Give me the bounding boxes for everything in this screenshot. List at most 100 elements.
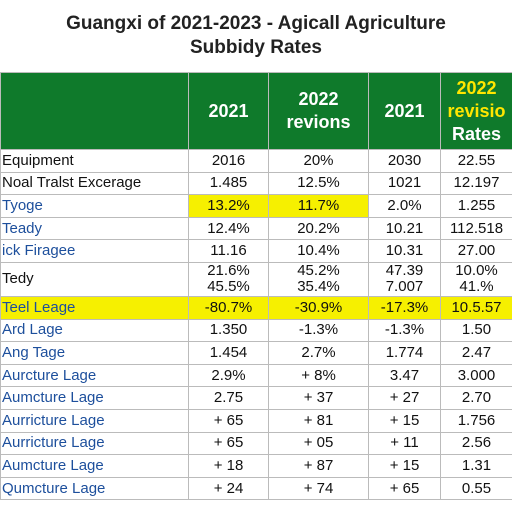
table-row: Tedy 21.6% 45.5% 45.2% 35.4% 47.39 7.007 10.0% 4… [0,261,512,297]
column-header [0,72,189,150]
cell: 10.0% 41.% [440,261,512,297]
cell: 1.756 [440,408,512,433]
cell: 0.55 [440,476,512,501]
row-label: Aumcture Lage [0,386,189,410]
header-row: 2021 2022 revions 2021 2022 revisio Rates [0,72,512,150]
cell: + 24 [188,476,269,501]
text-line: 21.6% [207,262,250,280]
cell: + 65 [188,408,269,433]
cell: 2016 [188,149,269,173]
cell: 2.70 [440,386,512,410]
text-line: 2021 [208,100,249,121]
cell: -30.9% [268,295,369,320]
table-row: Ard Lage 1.350 -1.3% -1.3% 1.50 [0,318,512,343]
cell: 1.31 [440,454,512,478]
table-row: Aumcture Lage + 18 + 87 + 15 1.31 [0,454,512,478]
table-row: Qumcture Lage + 24 + 74 + 65 0.55 [0,476,512,501]
cell: + 74 [268,476,369,501]
row-label: ick Firagee [0,239,189,263]
cell: -17.3% [368,295,441,320]
cell: 10.21 [368,216,441,241]
text-line: 2022 [456,77,497,98]
row-label: Aurricture Lage [0,431,189,456]
row-label: Teady [0,216,189,241]
table-row: Teady 12.4% 20.2% 10.21 112.518 [0,216,512,241]
table-row: Equipment 2016 20% 2030 22.55 [0,149,512,173]
title: Guangxi of 2021-2023 - Agicall Agricultu… [0,0,512,72]
cell: 2.9% [188,363,269,388]
cell: 2.56 [440,431,512,456]
row-label: Tedy [0,261,189,297]
table-row: Aurcture Lage 2.9% + 8% 3.47 3.000 [0,363,512,388]
row-label: Qumcture Lage [0,476,189,501]
row-label: Aurcture Lage [0,363,189,388]
table-row: Aumcture Lage 2.75 + 37 + 27 2.70 [0,386,512,410]
table-row: Tyoge 13.2% 11.7% 2.0% 1.255 [0,194,512,218]
table-row: Noal Tralst Excerage 1.485 12.5% 1021 12.197 [0,171,512,196]
text-line: 45.2% [297,262,340,280]
table-row: Aurricture Lage + 65 + 05 + 11 2.56 [0,431,512,456]
cell: + 87 [268,454,369,478]
text-line: 41.% [459,278,494,296]
cell: 12.5% [268,171,369,196]
cell: 1.454 [188,341,269,365]
column-header: 2021 [368,72,441,150]
cell: 1.485 [188,171,269,196]
cell: 2.7% [268,341,369,365]
cell: + 18 [188,454,269,478]
cell: -80.7% [188,295,269,320]
cell: 10.5.57 [440,295,512,320]
row-label: Ang Tage [0,341,189,365]
table-row: Aurricture Lage + 65 + 81 + 15 1.756 [0,408,512,433]
cell: + 05 [268,431,369,456]
cell: 10.4% [268,239,369,263]
row-label: Noal Tralst Excerage [0,171,189,196]
text-line: 45.5% [207,278,250,296]
cell: 2.47 [440,341,512,365]
cell: + 11 [368,431,441,456]
cell: + 37 [268,386,369,410]
cell: 27.00 [440,239,512,263]
subsidy-table: 2021 2022 revions 2021 2022 revisio Rates Equi… [0,72,512,501]
cell: 3.47 [368,363,441,388]
cell: 12.197 [440,171,512,196]
cell: 1.350 [188,318,269,343]
table-row: ick Firagee 11.16 10.4% 10.31 27.00 [0,239,512,263]
row-label: Teel Leage [0,295,189,320]
text-line: 35.4% [297,278,340,296]
column-header: 2022 revions [268,72,369,150]
cell: + 65 [368,476,441,501]
cell: 3.000 [440,363,512,388]
column-header: 2021 [188,72,269,150]
text-line: Rates [451,123,502,144]
cell: 1.774 [368,341,441,365]
text-line: revions [286,112,351,132]
cell: 1.255 [440,194,512,218]
cell: 2.0% [368,194,441,218]
cell: 22.55 [440,149,512,173]
cell: -1.3% [268,318,369,343]
cell: + 65 [188,431,269,456]
row-label: Ard Lage [0,318,189,343]
cell: 45.2% 35.4% [268,261,369,297]
cell: + 81 [268,408,369,433]
cell: 1.50 [440,318,512,343]
text-line: 10.0% [455,262,498,280]
cell: 20% [268,149,369,173]
cell: 47.39 7.007 [368,261,441,297]
text-line: Guangxi of 2021-2023 - Agicall Agricultu… [66,13,446,34]
table-row: Teel Leage -80.7% -30.9% -17.3% 10.5.57 [0,295,512,320]
cell: + 15 [368,454,441,478]
cell: + 8% [268,363,369,388]
row-label: Aumcture Lage [0,454,189,478]
row-label: Tyoge [0,194,189,218]
cell: 1021 [368,171,441,196]
text-line: 7.007 [385,278,424,296]
table-body: Equipment 2016 20% 2030 22.55 Noal Tralst Exc… [0,149,512,501]
cell: 21.6% 45.5% [188,261,269,297]
cell: 11.16 [188,239,269,263]
cell: 11.7% [268,194,369,218]
cell: 112.518 [440,216,512,241]
cell: 2030 [368,149,441,173]
